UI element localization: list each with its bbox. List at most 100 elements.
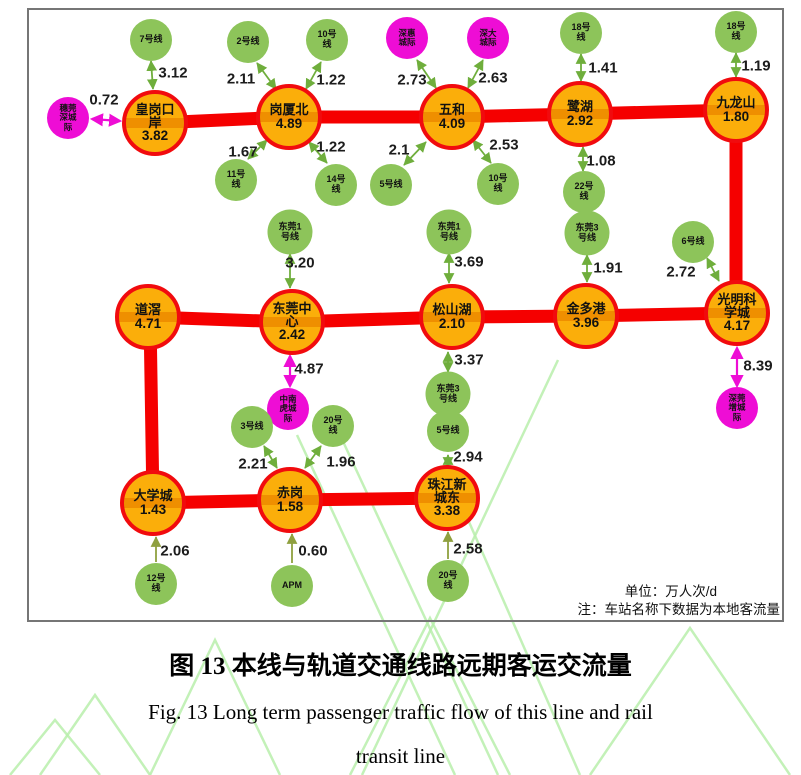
intercity-node-suiwanshen: 穗莞 深城 际 [47,97,89,139]
station-node-huanggang-kouan: 皇岗口 岸 3.82 [122,90,188,156]
station-node-dongguan-center: 东莞中 心 2.42 [259,289,325,355]
flow-value-line5-wuhe: 2.1 [388,141,410,159]
metro-line-node-11: 11号 线 [215,159,257,201]
flow-value-line10-wuhe: 2.53 [489,136,519,154]
intercity-node-shenhui: 深惠 城际 [386,17,428,59]
station-name: 赤岗 [276,485,303,501]
metro-line-node-18-luhu: 18号 线 [560,12,602,54]
station-node-wuhe: 五和 4.09 [419,84,485,150]
flow-value-line10-gangxiabei: 1.22 [316,71,346,89]
node-label: 7号线 [139,34,163,45]
flow-value-line6: 2.72 [666,263,696,281]
flow-value-line20-chigang: 1.96 [326,453,356,471]
flow-value-dg3-songshanhu: 3.37 [454,351,484,369]
metro-line-node-14: 14号 线 [315,164,357,206]
metro-line-node-6: 6号线 [672,221,714,263]
station-value: 3.82 [141,128,169,144]
flow-value-line20-zhujiang: 2.58 [453,540,483,558]
metro-line-node-5-zhujiang: 5号线 [427,410,469,452]
station-name: 大学城 [133,488,173,504]
station-name: 鹭湖 [566,99,593,115]
metro-line-node-dg1-songshanhu: 东莞1 号线 [426,209,472,255]
flow-value-zhongnanhu: 4.87 [294,360,324,378]
station-node-songshanhu: 松山湖 2.10 [419,284,485,350]
diagram-border [27,8,784,622]
station-name: 珠江新 城东 [427,476,467,505]
node-label: 20号 线 [323,415,343,435]
node-label: 2号线 [236,36,260,47]
flow-value-dg3-jinduogang: 1.91 [593,259,623,277]
flow-value-suiwanshen: 0.72 [89,91,119,109]
metro-line-node-20-zhujiang: 20号 线 [427,560,469,602]
station-node-gangxiabei: 岗厦北 4.89 [256,84,322,150]
metro-line-node-10-gangxiabei: 10号 线 [306,19,348,61]
flow-value-shenda: 2.63 [478,69,508,87]
station-name: 金多港 [566,301,606,317]
station-node-zhujiang-xinchengdong: 珠江新 城东 3.38 [414,465,480,531]
flow-value-shenhui: 2.73 [397,71,427,89]
node-label: 3号线 [240,421,264,432]
station-node-luhu: 鹭湖 2.92 [547,81,613,147]
station-name: 道滘 [134,302,161,318]
node-label: 深大 城际 [479,27,497,47]
node-label: APM [282,580,302,591]
metro-line-node-18-jiulongshan: 18号 线 [715,11,757,53]
node-label: 5号线 [379,179,403,190]
unit-note: 单位：万人次/d [624,584,717,599]
metro-line-node-dg3-jinduogang: 东莞3 号线 [564,210,610,256]
station-value: 2.92 [566,112,594,128]
node-label: 18号 线 [726,21,746,41]
node-label: 22号 线 [574,181,594,201]
node-label: 东莞3 号线 [575,222,599,242]
flow-value-line18-jiulongshan: 1.19 [741,57,771,75]
flow-value-shenwanzeng: 8.39 [743,357,773,375]
station-node-jiulongshan: 九龙山 1.80 [703,77,769,143]
station-node-guangming-science-city: 光明科 学城 4.17 [704,280,770,346]
metro-line-node-5-wuhe: 5号线 [370,164,412,206]
metro-line-node-22: 22号 线 [563,171,605,213]
node-label: 东莞1 号线 [278,221,302,241]
node-label: 东莞1 号线 [437,221,461,241]
station-value: 4.09 [438,115,466,131]
node-label: 6号线 [681,236,705,247]
node-label: 5号线 [436,425,460,436]
metro-line-node-3: 3号线 [231,406,273,448]
flow-value-dg1-dongguan-center: 3.20 [285,254,315,272]
caption-english-line1: Fig. 13 Long term passenger traffic flow… [148,700,653,724]
metro-line-node-12: 12号 线 [135,563,177,605]
metro-line-node-dg1-dongguan-center: 东莞1 号线 [267,209,313,255]
flow-value-line18-luhu: 1.41 [588,59,618,77]
node-label: 穗莞 深城 际 [59,103,77,132]
node-label: 20号 线 [438,570,458,590]
intercity-node-zhongnanhu: 中南 虎城 际 [267,388,309,430]
station-value: 4.17 [723,318,751,334]
flow-value-line14: 1.22 [316,138,346,156]
flow-value-line11: 1.67 [228,143,258,161]
station-node-jinduogang: 金多港 3.96 [553,283,619,349]
station-value: 4.71 [134,315,162,331]
metro-line-node-10-wuhe: 10号 线 [477,163,519,205]
flow-value-line3: 2.21 [238,455,268,473]
station-name: 东莞中 心 [272,300,312,329]
node-label: 18号 线 [571,22,591,42]
station-value: 4.89 [275,115,303,131]
station-value: 3.96 [572,314,600,330]
data-note: 注：车站名称下数据为本地客流量 [577,602,781,617]
metro-line-node-20-chigang: 20号 线 [312,405,354,447]
flow-value-line22: 1.08 [586,152,616,170]
node-label: 10号 线 [317,29,337,49]
caption-chinese: 图 13 本线与轨道交通线路远期客运交流量 [169,653,632,680]
flow-value-dg1-songshanhu: 3.69 [454,253,484,271]
node-label: 11号 线 [226,169,246,189]
caption-english-line2: transit line [355,744,446,768]
node-label: 深莞 增城 际 [728,393,746,422]
node-label: 10号 线 [488,173,508,193]
station-node-chigang: 赤岗 1.58 [257,467,323,533]
station-name: 松山湖 [432,302,472,318]
station-value: 1.43 [139,501,167,517]
intercity-node-shenda: 深大 城际 [467,17,509,59]
flow-value-line12: 2.06 [160,542,190,560]
node-label: 中南 虎城 际 [279,394,297,423]
station-value: 2.10 [438,315,466,331]
